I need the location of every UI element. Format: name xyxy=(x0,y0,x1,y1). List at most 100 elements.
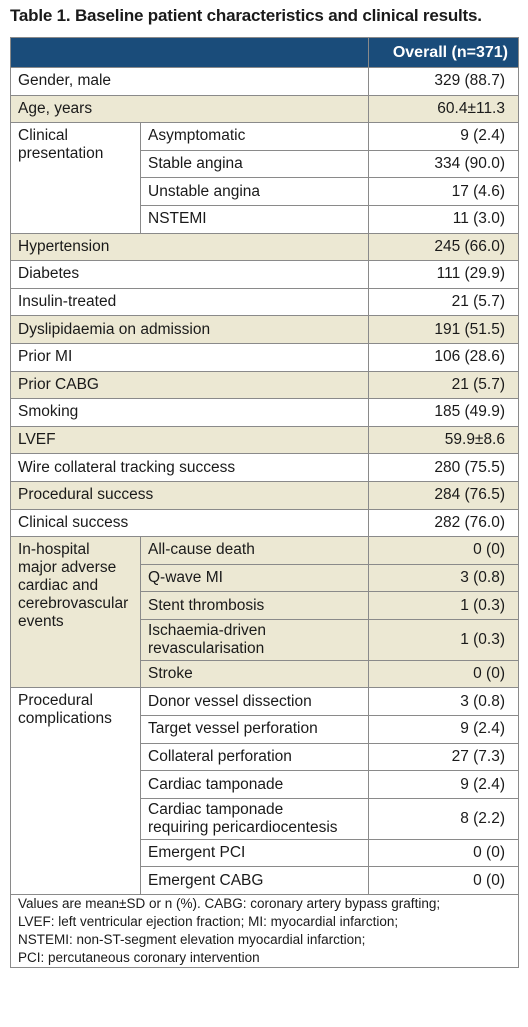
row-label: Diabetes xyxy=(10,260,369,289)
row-label: Hypertension xyxy=(10,232,369,262)
row-label: Age, years xyxy=(10,94,369,124)
table-row: Ischaemia-driven revascularisation 1 (0.… xyxy=(11,618,519,661)
footnote-line: Values are mean±SD or n (%). CABG: coron… xyxy=(18,896,441,912)
row-value: 3 (0.8) xyxy=(368,687,519,717)
table-row: Procedural success 284 (76.5) xyxy=(10,480,519,510)
table-row: Dyslipidaemia on admission 191 (51.5) xyxy=(10,315,519,344)
table-row: Clinical presentation Asymptomatic 9 (2.… xyxy=(10,122,519,234)
row-value: 17 (4.6) xyxy=(368,177,519,206)
group-label-macce: In-hospital major adverse cardiac and ce… xyxy=(10,536,141,689)
footnote-line: PCI: percutaneous coronary intervention xyxy=(18,950,260,966)
header-row: Overall (n=371) xyxy=(10,37,519,68)
row-value: 21 (5.7) xyxy=(368,370,519,400)
table-row: Emergent PCI 0 (0) xyxy=(11,838,519,868)
row-label: Stent thrombosis xyxy=(140,591,369,620)
group-label-line: presentation xyxy=(18,145,104,163)
row-label: Smoking xyxy=(10,398,369,427)
row-value: 9 (2.4) xyxy=(368,770,519,799)
row-value: 0 (0) xyxy=(368,866,519,896)
header-blank-cell xyxy=(10,37,369,68)
row-label: Target vessel perforation xyxy=(140,715,369,744)
row-label: Q-wave MI xyxy=(140,563,369,593)
row-value: 111 (29.9) xyxy=(368,260,519,289)
row-label: Collateral perforation xyxy=(140,742,369,772)
row-label: Wire collateral tracking success xyxy=(10,453,369,482)
group-label-line: Procedural xyxy=(18,692,93,710)
row-label: Cardiac tamponade xyxy=(140,770,369,799)
group-label-line: In-hospital xyxy=(18,541,90,559)
row-value: 9 (2.4) xyxy=(368,122,519,151)
row-label: Ischaemia-driven revascularisation xyxy=(140,618,369,661)
row-label-line: Ischaemia-driven xyxy=(148,621,267,639)
footnote-line: NSTEMI: non-ST-segment elevation myocard… xyxy=(18,932,366,948)
table-row: Wire collateral tracking success 280 (75… xyxy=(10,453,519,482)
row-value: 1 (0.3) xyxy=(368,591,519,620)
footnote-line: LVEF: left ventricular ejection fraction… xyxy=(18,914,399,930)
row-value: 280 (75.5) xyxy=(368,453,519,482)
table-row: Unstable angina 17 (4.6) xyxy=(11,177,519,206)
row-label: Stable angina xyxy=(140,149,369,179)
row-label: All-cause death xyxy=(140,536,369,565)
row-value: 9 (2.4) xyxy=(368,715,519,744)
overall-column-header: Overall (n=371) xyxy=(368,37,519,68)
row-value: 11 (3.0) xyxy=(368,204,519,234)
row-value: 245 (66.0) xyxy=(368,232,519,262)
table-row: Stent thrombosis 1 (0.3) xyxy=(11,591,519,620)
table-row: Procedural complications Donor vessel di… xyxy=(10,687,519,896)
row-value: 191 (51.5) xyxy=(368,315,519,344)
row-label: NSTEMI xyxy=(140,204,369,234)
table-row: Prior MI 106 (28.6) xyxy=(10,342,519,372)
group-label-line: events xyxy=(18,613,64,631)
row-label: Donor vessel dissection xyxy=(140,687,369,717)
table-row: Cardiac tamponade requiring pericardioce… xyxy=(11,797,519,840)
row-value: 284 (76.5) xyxy=(368,480,519,510)
row-label: Unstable angina xyxy=(140,177,369,206)
row-value: 282 (76.0) xyxy=(368,508,519,538)
table-row: Q-wave MI 3 (0.8) xyxy=(11,563,519,593)
table-row: LVEF 59.9±8.6 xyxy=(10,425,519,455)
row-value: 334 (90.0) xyxy=(368,149,519,179)
table-title: Table 1. Baseline patient characteristic… xyxy=(10,6,482,25)
baseline-characteristics-table: Overall (n=371) Gender, male 329 (88.7) … xyxy=(10,37,519,969)
footnote-row: Values are mean±SD or n (%). CABG: coron… xyxy=(10,894,519,969)
group-label-line: cerebrovascular xyxy=(18,595,129,613)
row-label: Clinical success xyxy=(10,508,369,538)
group-label-line: Clinical xyxy=(18,127,68,145)
group-label-line: major adverse xyxy=(18,559,117,577)
table-row: Smoking 185 (49.9) xyxy=(10,398,519,427)
table-row: Target vessel perforation 9 (2.4) xyxy=(11,715,519,744)
group-label-clinical-presentation: Clinical presentation xyxy=(10,122,141,234)
table-row: Stable angina 334 (90.0) xyxy=(11,149,519,179)
table-row: Stroke 0 (0) xyxy=(11,659,519,689)
row-value: 0 (0) xyxy=(368,838,519,868)
table-row: Cardiac tamponade 9 (2.4) xyxy=(11,770,519,799)
row-value: 8 (2.2) xyxy=(368,797,519,840)
row-label: Stroke xyxy=(140,659,369,689)
row-value: 3 (0.8) xyxy=(368,563,519,593)
row-label-line: Cardiac tamponade xyxy=(148,800,284,818)
table-row: Prior CABG 21 (5.7) xyxy=(10,370,519,400)
row-label: LVEF xyxy=(10,425,369,455)
row-label: Gender, male xyxy=(10,67,369,96)
table-row: Hypertension 245 (66.0) xyxy=(10,232,519,262)
row-label: Emergent CABG xyxy=(140,866,369,896)
row-value: 59.9±8.6 xyxy=(368,425,519,455)
row-label-line: revascularisation xyxy=(148,639,265,657)
table-row: Age, years 60.4±11.3 xyxy=(10,94,519,124)
row-value: 106 (28.6) xyxy=(368,342,519,372)
group-label-line: cardiac and xyxy=(18,577,99,595)
row-value: 60.4±11.3 xyxy=(368,94,519,124)
table-row: Gender, male 329 (88.7) xyxy=(10,67,519,96)
row-label: Asymptomatic xyxy=(140,122,369,151)
row-label: Insulin-treated xyxy=(10,287,369,317)
row-label: Prior MI xyxy=(10,342,369,372)
row-label: Cardiac tamponade requiring pericardioce… xyxy=(140,797,369,840)
row-value: 329 (88.7) xyxy=(368,67,519,96)
row-value: 27 (7.3) xyxy=(368,742,519,772)
table-row: Clinical success 282 (76.0) xyxy=(10,508,519,538)
group-label-line: complications xyxy=(18,710,112,728)
table-row: Emergent CABG 0 (0) xyxy=(11,866,519,896)
row-label: Procedural success xyxy=(10,480,369,510)
row-label-line: requiring pericardiocentesis xyxy=(148,818,338,836)
